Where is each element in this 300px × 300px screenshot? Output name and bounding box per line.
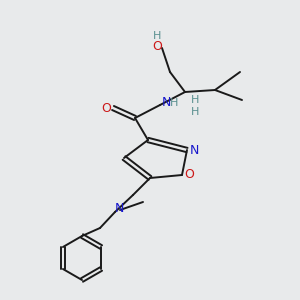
Text: H: H	[170, 98, 178, 108]
Text: N: N	[161, 97, 171, 110]
Text: H: H	[153, 31, 161, 41]
Text: H: H	[191, 95, 199, 105]
Text: O: O	[184, 169, 194, 182]
Text: H: H	[191, 107, 199, 117]
Text: O: O	[152, 40, 162, 52]
Text: N: N	[114, 202, 124, 214]
Text: O: O	[101, 101, 111, 115]
Text: N: N	[189, 143, 199, 157]
